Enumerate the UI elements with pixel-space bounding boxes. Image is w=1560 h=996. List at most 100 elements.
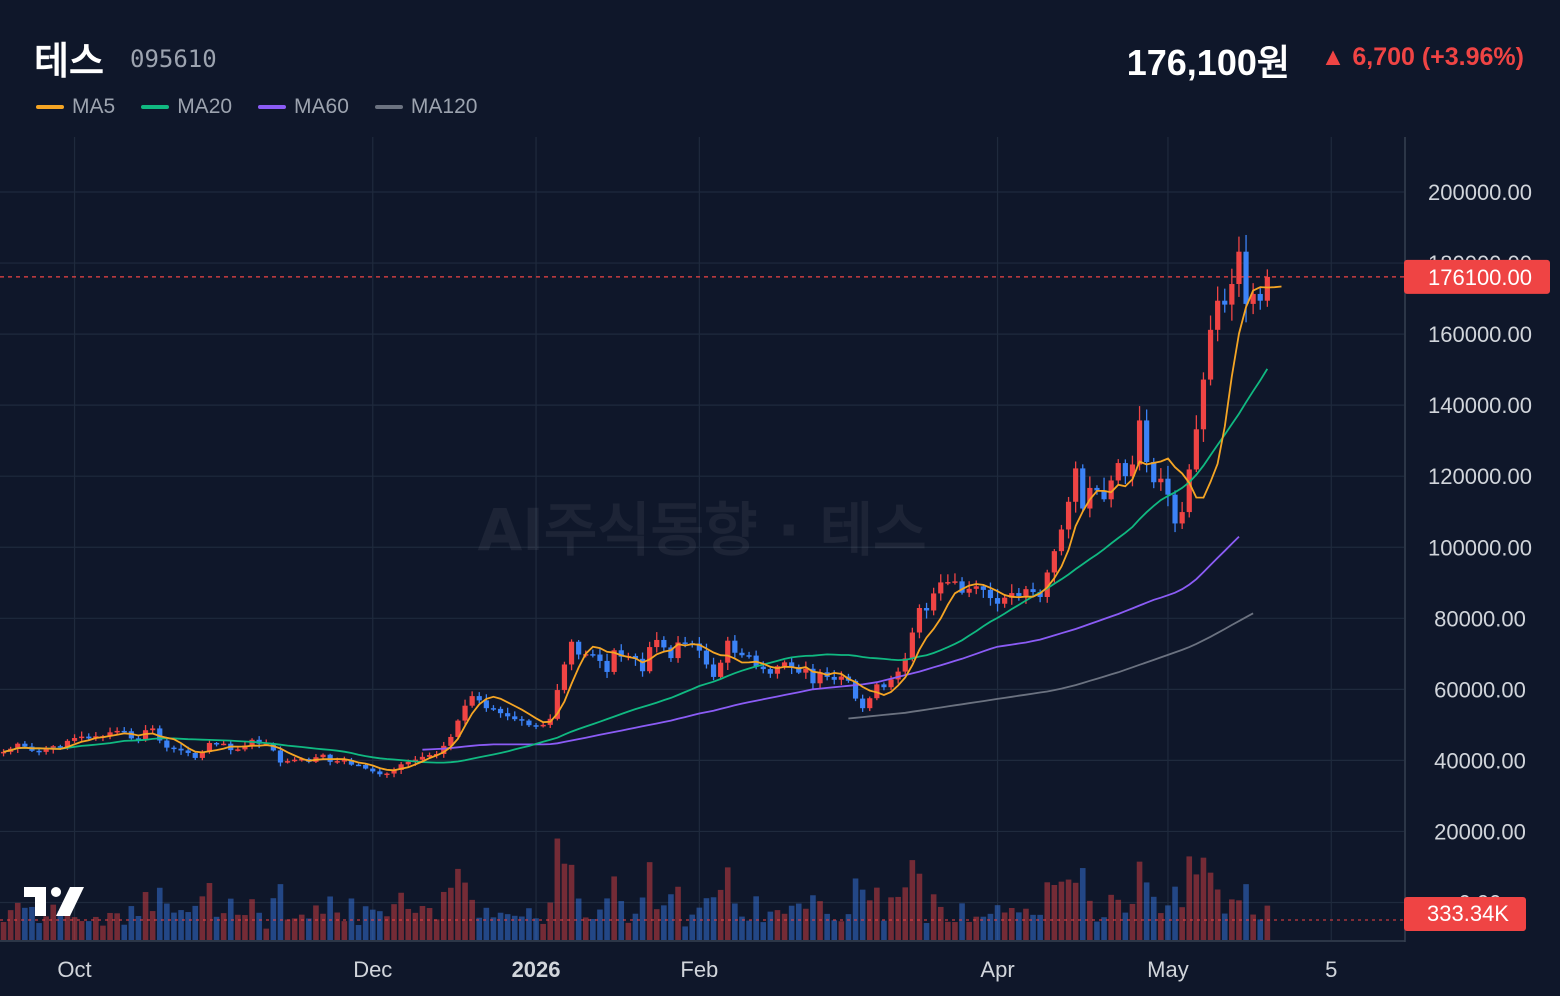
legend-ma60[interactable]: MA60 <box>258 95 349 119</box>
candle <box>370 768 376 772</box>
candle <box>767 669 773 674</box>
candle <box>760 666 766 670</box>
candle <box>895 671 901 680</box>
volume-bar <box>710 897 717 940</box>
candle <box>789 662 795 667</box>
volume-bar <box>7 910 14 940</box>
volume-bar <box>242 915 248 940</box>
volume-bar <box>185 912 191 940</box>
candle <box>888 679 894 688</box>
volume-bar <box>391 904 397 940</box>
legend-ma20-label: MA20 <box>177 95 233 118</box>
volume-bar <box>540 923 546 940</box>
volume-bar <box>213 916 220 940</box>
legend-ma5[interactable]: MA5 <box>36 95 115 119</box>
candle <box>497 708 504 714</box>
candle <box>909 632 915 659</box>
volume-bar <box>1179 907 1185 940</box>
candle <box>419 756 426 760</box>
volume-bar <box>795 903 802 940</box>
volume-bar <box>732 903 738 940</box>
volume-bar <box>959 903 965 940</box>
volume-bar <box>50 904 57 940</box>
candle <box>1200 379 1207 430</box>
volume-bar <box>206 883 213 940</box>
volume-bar <box>199 896 206 940</box>
candle <box>213 742 220 745</box>
volume-bar <box>348 898 355 940</box>
candle <box>348 760 355 765</box>
volume-bar <box>455 868 461 940</box>
legend-ma120[interactable]: MA120 <box>374 95 477 119</box>
candle <box>462 705 468 721</box>
volume-bar <box>561 863 568 940</box>
candle <box>405 761 411 765</box>
volume-bar <box>1008 908 1015 940</box>
volume-bar <box>1165 905 1171 940</box>
candle <box>774 666 781 674</box>
volume-bar <box>930 894 937 940</box>
candle <box>1165 478 1171 495</box>
candle <box>675 642 681 659</box>
volume-bar <box>57 911 64 940</box>
volume-bar <box>1058 881 1065 940</box>
candle <box>561 664 568 691</box>
candle <box>916 607 923 633</box>
volume-bar <box>1221 913 1228 940</box>
candle <box>1264 276 1270 301</box>
candle <box>1136 420 1143 465</box>
volume-bar <box>78 921 85 940</box>
volume-bar <box>1236 900 1242 940</box>
volume-bar <box>128 906 135 940</box>
volume-last-label: 333.34K <box>1427 901 1509 926</box>
volume-bar <box>646 862 653 940</box>
volume-bar <box>504 914 511 940</box>
candle <box>533 725 539 727</box>
volume-bar <box>227 898 234 940</box>
candle <box>668 647 674 659</box>
candle <box>270 743 276 751</box>
candle <box>881 684 887 688</box>
candle <box>1030 589 1036 593</box>
candle <box>966 588 972 593</box>
volume-bar <box>426 908 433 940</box>
candle <box>1257 293 1263 301</box>
volume-bar <box>1101 917 1107 940</box>
volume-bar <box>568 864 575 940</box>
legend-ma20[interactable]: MA20 <box>141 95 232 119</box>
volume-bar <box>405 908 412 940</box>
y-tick-label: 40000.00 <box>1434 748 1526 773</box>
volume-bar <box>696 907 703 940</box>
candle <box>1023 589 1029 596</box>
candle <box>746 655 752 657</box>
candle <box>1080 468 1086 509</box>
last-price-badge-bg <box>1404 259 1550 294</box>
volume-bar <box>717 889 724 940</box>
candle <box>739 652 745 656</box>
volume-bar <box>64 898 71 940</box>
candle <box>164 740 170 748</box>
volume-bar <box>334 912 341 940</box>
y-tick-label: 60000.00 <box>1434 677 1526 702</box>
candle <box>590 654 596 656</box>
candle <box>831 676 837 680</box>
candle <box>568 641 575 665</box>
candle <box>320 754 326 758</box>
y-tick-label: 20000.00 <box>1434 819 1526 844</box>
volume-bar <box>1072 882 1079 940</box>
candle <box>391 769 397 774</box>
candle <box>107 732 113 737</box>
volume-bar <box>753 896 759 940</box>
last-price-badge: 176100.00 <box>1404 259 1550 294</box>
volume-bar <box>1030 914 1036 940</box>
candle <box>604 660 610 672</box>
candle <box>661 639 667 648</box>
candle <box>710 664 717 677</box>
y-tick-label: 80000.00 <box>1434 606 1526 631</box>
logo-part <box>24 887 46 916</box>
candle <box>377 771 383 775</box>
volume-bar <box>604 898 610 940</box>
volume-bar <box>859 889 866 940</box>
candle <box>803 668 809 673</box>
